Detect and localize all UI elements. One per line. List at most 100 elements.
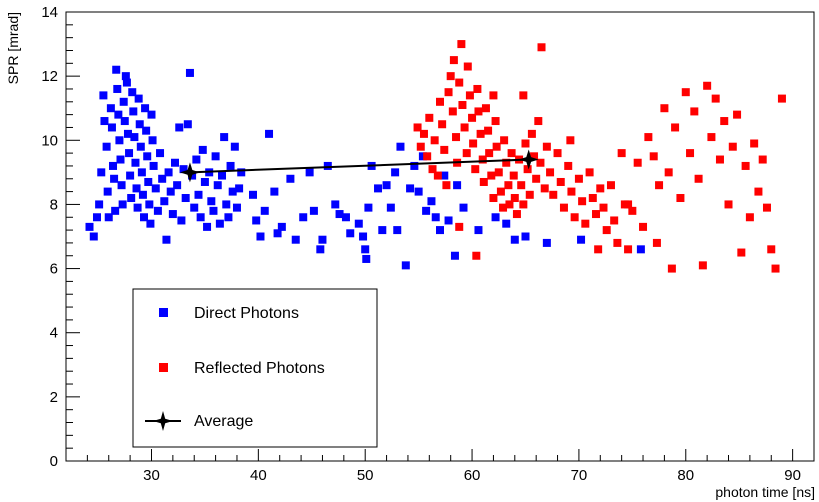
x-tick-label: 30 xyxy=(143,467,160,484)
reflected-photon-point xyxy=(536,158,545,167)
direct-photon-point xyxy=(396,142,405,151)
reflected-photon-point xyxy=(448,107,457,116)
direct-photon-point xyxy=(636,245,645,254)
direct-photon-point xyxy=(110,174,119,183)
direct-photon-point xyxy=(406,184,415,193)
direct-photon-point xyxy=(118,200,127,209)
direct-photon-point xyxy=(422,206,431,215)
direct-photon-point xyxy=(211,152,220,161)
reflected-photon-point xyxy=(449,56,458,65)
reflected-photon-point xyxy=(624,200,633,209)
reflected-photon-point xyxy=(462,149,471,158)
reflected-photon-point xyxy=(628,206,637,215)
reflected-photon-point xyxy=(671,123,680,132)
x-tick-label: 50 xyxy=(357,467,374,484)
direct-photon-point xyxy=(226,161,235,170)
direct-photon-point xyxy=(440,171,449,180)
direct-photon-point xyxy=(260,206,269,215)
x-tick-label: 80 xyxy=(677,467,694,484)
reflected-photon-point xyxy=(436,97,444,106)
reflected-photon-point xyxy=(728,142,737,151)
reflected-photon-point xyxy=(444,88,453,97)
direct-photon-point xyxy=(121,72,130,81)
direct-photon-point xyxy=(190,203,199,212)
reflected-photon-point xyxy=(767,245,776,254)
direct-photon-point xyxy=(194,190,203,199)
reflected-photon-point xyxy=(664,168,673,177)
reflected-photon-point xyxy=(624,245,633,254)
direct-photon-point xyxy=(341,213,350,222)
reflected-photon-point xyxy=(556,177,565,186)
reflected-photon-point xyxy=(472,251,481,260)
direct-photon-point xyxy=(218,171,227,180)
direct-photon-point xyxy=(133,203,142,212)
direct-photon-point xyxy=(459,203,468,212)
reflected-photon-point xyxy=(570,213,579,222)
reflected-photon-point xyxy=(546,168,555,177)
direct-photon-point xyxy=(166,187,175,196)
reflected-photon-point xyxy=(698,261,707,270)
reflected-photon-point xyxy=(549,190,558,199)
direct-photon-point xyxy=(125,149,134,158)
direct-photon-point xyxy=(145,200,154,209)
direct-photon-point xyxy=(198,145,207,154)
reflected-photon-point xyxy=(416,142,425,151)
reflected-photon-point xyxy=(442,181,451,190)
direct-photon-point xyxy=(270,187,279,196)
reflected-photon-point xyxy=(553,149,562,158)
reflected-photon-point xyxy=(542,142,551,151)
reflected-photon-point xyxy=(519,91,528,100)
reflected-photon-point xyxy=(460,123,469,132)
reflected-photon-point xyxy=(489,91,498,100)
direct-photon-point xyxy=(109,161,118,170)
reflected-photon-point xyxy=(455,222,464,231)
direct-photon-point xyxy=(143,152,152,161)
legend-direct-label: Direct Photons xyxy=(194,305,299,322)
reflected-photon-point xyxy=(505,200,514,209)
reflected-photon-point xyxy=(468,113,477,122)
direct-photon-point xyxy=(146,219,155,228)
direct-photon-point xyxy=(140,213,149,222)
reflected-photon-point xyxy=(419,129,428,138)
direct-photon-point xyxy=(391,168,400,177)
reflected-photon-point xyxy=(602,226,611,235)
legend-direct-marker xyxy=(159,308,168,317)
direct-photon-point xyxy=(277,222,286,231)
reflected-photon-point xyxy=(681,88,690,97)
reflected-photon-point xyxy=(585,168,594,177)
reflected-photon-point xyxy=(469,139,478,148)
direct-photon-point xyxy=(111,206,120,215)
reflected-photon-point xyxy=(633,158,642,167)
direct-photon-point xyxy=(126,171,135,180)
reflected-photon-point xyxy=(425,113,434,122)
direct-photon-point xyxy=(401,261,410,270)
average-line xyxy=(189,158,529,174)
direct-photon-point xyxy=(112,65,121,74)
direct-photon-point xyxy=(386,203,395,212)
direct-photon-point xyxy=(273,229,282,238)
direct-photon-point xyxy=(131,158,140,167)
direct-photon-point xyxy=(510,235,519,244)
direct-photon-point xyxy=(450,251,459,260)
direct-photon-point xyxy=(200,177,209,186)
reflected-photon-point xyxy=(500,136,509,145)
reflected-photon-point xyxy=(703,81,712,90)
y-tick-label: 0 xyxy=(50,453,58,470)
direct-photon-point xyxy=(173,181,182,190)
y-tick-label: 14 xyxy=(41,4,58,21)
reflected-photon-point xyxy=(509,171,518,180)
direct-photon-point xyxy=(235,184,244,193)
direct-photon-point xyxy=(104,213,113,222)
reflected-photon-point xyxy=(523,165,532,174)
direct-photon-point xyxy=(106,104,115,113)
direct-photon-point xyxy=(207,197,216,206)
direct-photon-point xyxy=(134,94,143,103)
direct-photon-point xyxy=(374,184,383,193)
reflected-photon-point xyxy=(581,219,590,228)
direct-photon-point xyxy=(346,229,355,238)
direct-photon-point xyxy=(130,133,139,142)
reflected-photon-point xyxy=(440,145,449,154)
direct-photon-point xyxy=(299,213,308,222)
direct-photon-point xyxy=(222,200,231,209)
